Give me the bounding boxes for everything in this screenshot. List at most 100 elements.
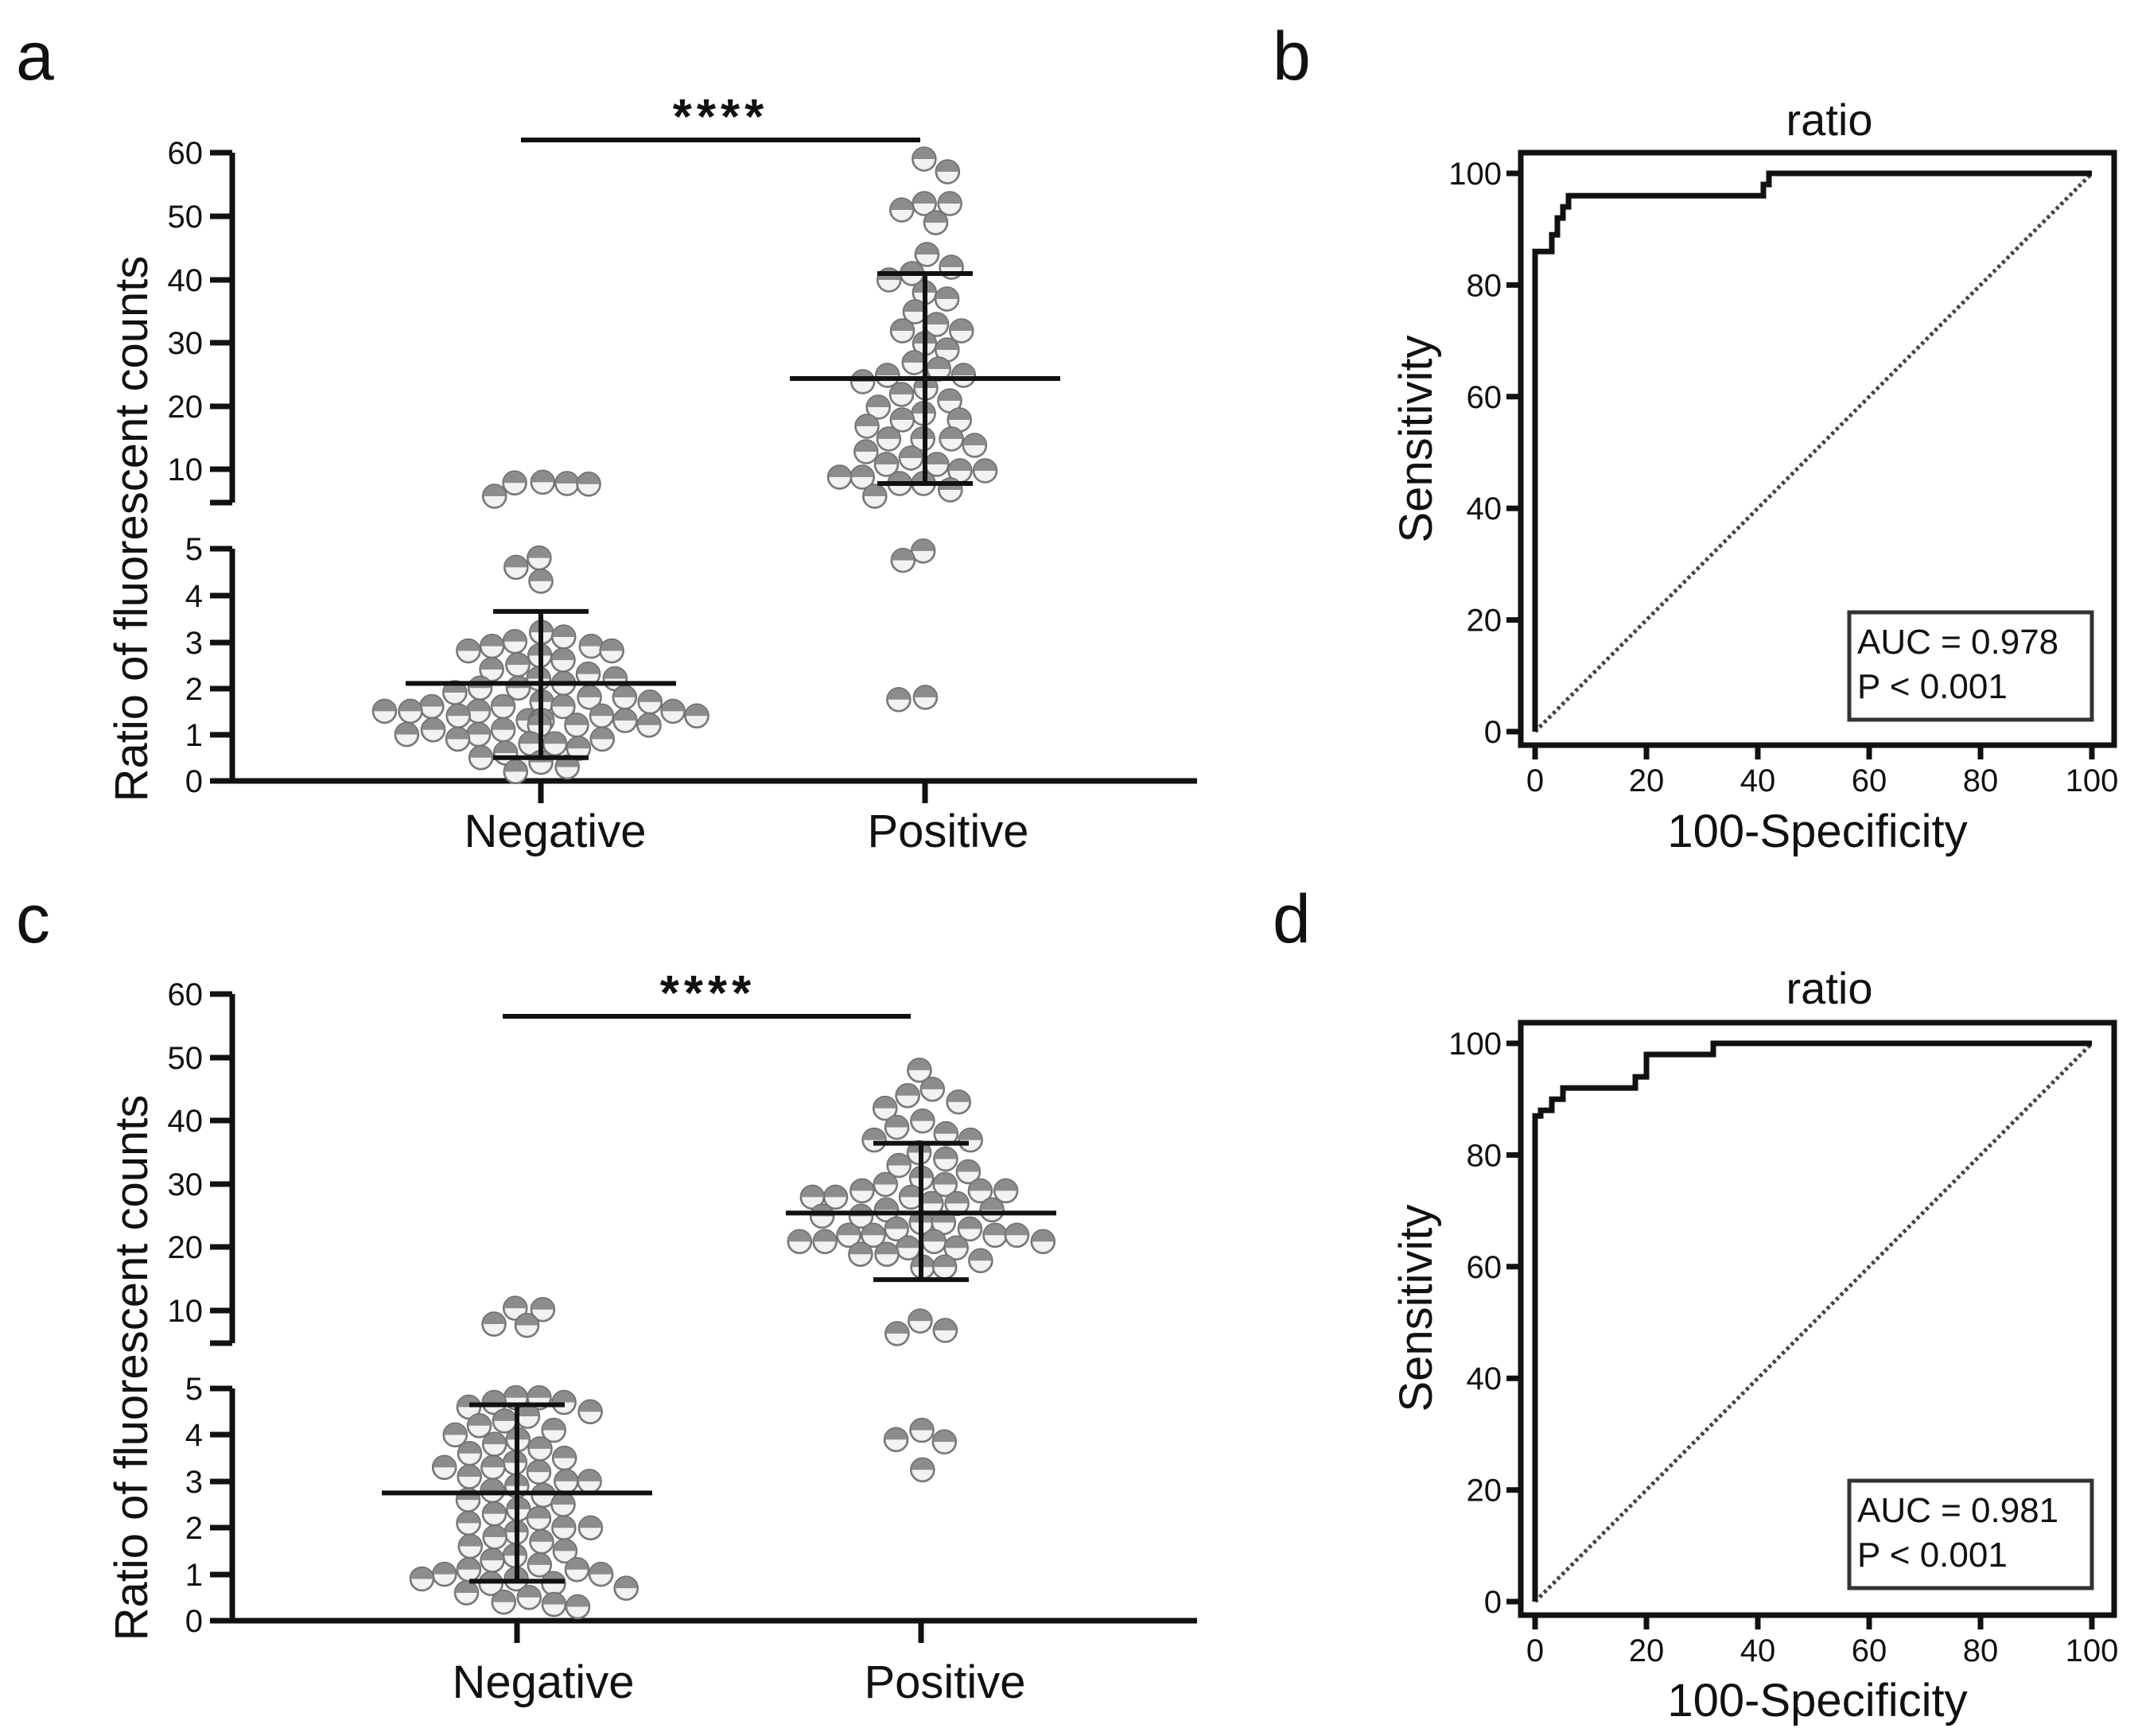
roc-curve <box>1532 1040 2092 1602</box>
data-point <box>910 538 936 564</box>
data-point <box>901 350 927 375</box>
data-point <box>431 1454 457 1481</box>
data-point <box>861 1127 887 1153</box>
data-point <box>554 1469 579 1494</box>
data-point <box>910 1457 935 1482</box>
y-tick-label: 1 <box>185 718 203 753</box>
data-point <box>848 1241 873 1268</box>
reference-diagonal <box>1534 172 2093 733</box>
data-point <box>541 1591 567 1618</box>
data-point <box>552 1538 578 1564</box>
data-point <box>923 210 949 235</box>
data-point <box>884 1321 910 1346</box>
data-point <box>491 1589 517 1615</box>
data-point <box>636 713 662 738</box>
data-point <box>492 1408 518 1434</box>
data-point <box>527 1436 553 1462</box>
data-point <box>576 472 601 497</box>
data-point <box>910 1108 935 1134</box>
data-point <box>480 1454 506 1481</box>
x-tick-label: 80 <box>1963 1633 1999 1668</box>
y-tick-label: 20 <box>1467 604 1502 639</box>
y-tick-label: 60 <box>168 977 204 1012</box>
y-tick-label: 80 <box>1467 268 1502 303</box>
auc-legend-box <box>1847 1478 2094 1590</box>
data-point <box>564 713 589 738</box>
data-point <box>419 693 445 720</box>
y-axis-label: Ratio of fluorescent counts <box>106 256 157 802</box>
data-point <box>612 708 638 733</box>
data-point <box>528 569 554 594</box>
data-point <box>876 426 902 452</box>
data-point <box>527 1552 553 1578</box>
x-tick-label: 0 <box>1526 1633 1544 1668</box>
data-point <box>589 726 615 752</box>
data-point <box>935 159 961 184</box>
data-point <box>890 547 916 573</box>
y-tick-label: 20 <box>168 390 204 425</box>
data-point <box>912 685 939 710</box>
data-point <box>577 1399 603 1424</box>
data-point <box>453 1580 480 1606</box>
data-point <box>873 1171 898 1198</box>
data-point <box>660 698 686 724</box>
data-point <box>554 754 580 780</box>
y-tick-label: 3 <box>185 626 203 661</box>
data-point <box>420 717 446 743</box>
data-point <box>822 1184 849 1210</box>
panel-label-b: b <box>1273 18 1311 95</box>
y-tick-label: 100 <box>1448 157 1502 192</box>
data-point <box>909 1417 935 1443</box>
x-category-label: Negative <box>465 806 647 857</box>
data-point <box>886 1152 912 1179</box>
data-point <box>874 1241 900 1268</box>
axis-ticks: 0 20 40 60 80 100 0 20 40 60 80 100 <box>1448 157 2118 798</box>
x-tick-label: 40 <box>1740 1633 1776 1668</box>
data-point <box>613 1575 639 1601</box>
data-point <box>809 1203 835 1229</box>
data-point <box>637 689 663 715</box>
data-point <box>577 1469 602 1494</box>
data-point <box>550 624 577 650</box>
data-point <box>979 1197 1005 1223</box>
data-point <box>502 470 527 495</box>
data-point <box>886 687 912 713</box>
data-point <box>529 1528 554 1555</box>
data-point <box>578 633 604 659</box>
data-point <box>933 1146 958 1172</box>
data-point <box>931 1254 958 1280</box>
data-point <box>937 191 962 216</box>
data-point <box>550 693 576 720</box>
data-point <box>912 146 937 172</box>
data-point <box>588 1561 614 1587</box>
data-point <box>514 1312 540 1338</box>
y-tick-label: 60 <box>1467 380 1502 415</box>
data-point <box>939 426 964 452</box>
data-point <box>457 1441 483 1466</box>
data-point <box>958 1127 983 1153</box>
reference-diagonal <box>1534 1042 2093 1603</box>
x-tick-label: 0 <box>1526 763 1544 798</box>
data-point <box>551 1515 577 1540</box>
data-point <box>445 703 471 728</box>
y-tick-label: 50 <box>168 200 204 235</box>
y-tick-label: 10 <box>168 1294 204 1329</box>
data-point <box>926 356 952 382</box>
x-axis-label: 100-Specificity <box>1667 806 1967 857</box>
scatter-plot-c: Ratio of fluorescent counts **** 0 1 2 3… <box>106 966 1197 1708</box>
data-point <box>861 1222 886 1249</box>
data-point <box>787 1229 813 1255</box>
data-point <box>872 1095 898 1121</box>
y-tick-label: 40 <box>1467 1361 1502 1396</box>
data-point <box>503 1295 528 1321</box>
data-point <box>943 1235 969 1261</box>
p-value-text: P < 0.001 <box>1857 1536 2008 1575</box>
data-point <box>466 1412 492 1439</box>
data-point <box>467 675 493 701</box>
data-point <box>854 414 880 439</box>
x-tick-label: 20 <box>1629 763 1665 798</box>
y-tick-label: 60 <box>168 136 204 171</box>
data-point <box>884 1114 910 1140</box>
data-point <box>432 1561 457 1587</box>
panel-label-d: d <box>1273 881 1311 957</box>
